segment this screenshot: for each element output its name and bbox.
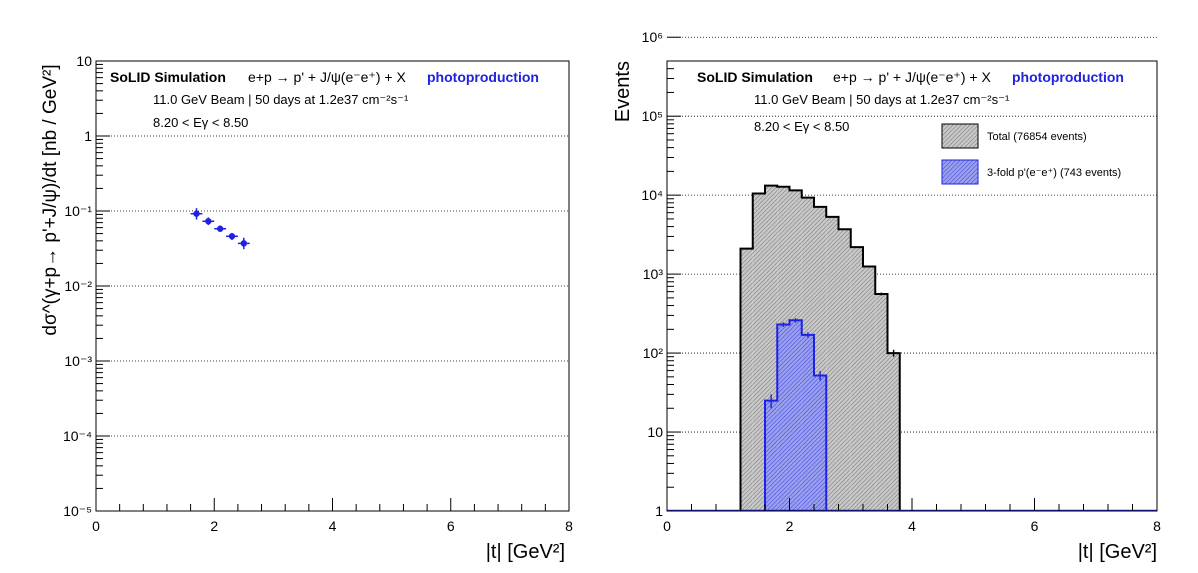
- right-x-tick-label: 4: [908, 518, 916, 534]
- right-chart-title: SoLID Simulation: [697, 69, 813, 85]
- left-chart-title: SoLID Simulation: [110, 69, 226, 85]
- right-x-tick-label: 0: [663, 518, 671, 534]
- left-x-tick-label: 4: [329, 518, 337, 534]
- left-y-tick-label: 10: [76, 53, 92, 69]
- right-x-tick-label: 6: [1031, 518, 1039, 534]
- right-y-tick-label: 1: [655, 503, 663, 519]
- total-hist-bar: [740, 248, 753, 511]
- legend-swatch-3fold: [941, 159, 979, 185]
- threefold-hist-bar: [801, 334, 814, 511]
- right-process-label: photoproduction: [1012, 69, 1124, 85]
- legend-swatch-total: [941, 123, 979, 149]
- left-data-point: [240, 240, 248, 247]
- right-panel: 0 2 4 6 8 1 10 10² 10³ 10⁴ 10⁵ 10⁶ SoLID Simulatio…: [612, 29, 1161, 563]
- legend-label-3fold: 3-fold p'(e⁻e⁺) (743 events): [987, 167, 1121, 179]
- left-y-tick-label: 10⁻³: [64, 353, 92, 369]
- right-beam-label: 11.0 GeV Beam | 50 days at 1.2e37 cm⁻²s⁻…: [754, 92, 1010, 107]
- left-y-tick-label: 10⁻⁵: [63, 503, 92, 519]
- left-data-point: [193, 210, 200, 217]
- right-y-axis-label: Events: [612, 61, 634, 122]
- total-hist-bar: [863, 266, 876, 511]
- right-marks: [667, 184, 1157, 512]
- right-y-tick-label: 10⁵: [642, 108, 663, 124]
- threefold-hist-bar: [789, 320, 802, 511]
- left-y-ticks: 10⁻⁵ 10⁻⁴ 10⁻³ 10⁻² 10⁻¹ 1 10: [63, 53, 110, 519]
- right-y-tick-label: 10⁶: [642, 29, 663, 45]
- total-hist-bar: [850, 247, 863, 511]
- right-reaction-label: e+p → p' + J/ψ(e⁻e⁺) + X: [833, 69, 991, 85]
- left-process-label: photoproduction: [427, 69, 539, 85]
- left-x-ticks: 0 2 4 6 8: [92, 498, 573, 534]
- left-x-tick-label: 8: [565, 518, 573, 534]
- right-y-ticks: 1 10 10² 10³ 10⁴ 10⁵ 10⁶: [641, 29, 681, 519]
- total-hist-bar: [875, 293, 888, 511]
- total-hist-bar: [838, 229, 851, 511]
- left-y-tick-label: 10⁻⁴: [63, 428, 92, 444]
- left-x-tick-label: 0: [92, 518, 100, 534]
- left-reaction-label: e+p → p' + J/ψ(e⁻e⁺) + X: [248, 69, 406, 85]
- left-marks: [190, 208, 250, 250]
- right-y-tick-label: 10²: [643, 345, 664, 361]
- left-grid: [96, 135, 569, 437]
- left-y-tick-label: 10⁻²: [64, 278, 92, 294]
- left-data-point: [216, 225, 224, 232]
- threefold-hist-bar: [777, 324, 790, 511]
- total-hist-bar: [752, 193, 765, 511]
- total-hist-outline: [739, 184, 901, 511]
- left-energy-label: 8.20 < Eγ < 8.50: [153, 115, 248, 130]
- left-panel: 0 2 4 6 8 10⁻⁵ 10⁻⁴ 10⁻³ 10⁻² 10⁻¹ 1 10 SoLID Simu…: [40, 53, 573, 563]
- left-x-axis-label: |t| [GeV²]: [486, 541, 565, 563]
- left-y-tick-label: 1: [84, 128, 92, 144]
- threefold-hist-outline: [764, 319, 828, 511]
- legend-label-total: Total (76854 events): [987, 131, 1087, 143]
- left-y-tick-label: 10⁻¹: [64, 203, 92, 219]
- left-x-tick-label: 2: [210, 518, 218, 534]
- right-x-tick-label: 2: [786, 518, 794, 534]
- right-x-axis-label: |t| [GeV²]: [1078, 541, 1157, 563]
- total-hist-bar: [887, 353, 900, 511]
- right-y-tick-label: 10: [647, 424, 663, 440]
- total-hist-bar: [826, 216, 839, 511]
- right-y-tick-label: 10³: [643, 266, 664, 282]
- right-x-tick-label: 8: [1153, 518, 1161, 534]
- threefold-hist-bar: [765, 400, 778, 511]
- right-x-ticks: 0 2 4 6 8: [663, 498, 1161, 534]
- legend: Total (76854 events) 3-fold p'(e⁻e⁺) (74…: [941, 123, 1121, 185]
- threefold-hist-bar: [814, 375, 827, 511]
- left-data-point: [205, 218, 212, 225]
- left-y-axis-label: dσ^(γ+p→ p'+J/ψ)/dt [nb / GeV²]: [40, 64, 61, 335]
- right-y-tick-label: 10⁴: [641, 187, 663, 203]
- left-data-point: [228, 233, 236, 240]
- right-energy-label: 8.20 < Eγ < 8.50: [754, 119, 849, 134]
- left-beam-label: 11.0 GeV Beam | 50 days at 1.2e37 cm⁻²s⁻…: [153, 92, 409, 107]
- left-x-tick-label: 6: [447, 518, 455, 534]
